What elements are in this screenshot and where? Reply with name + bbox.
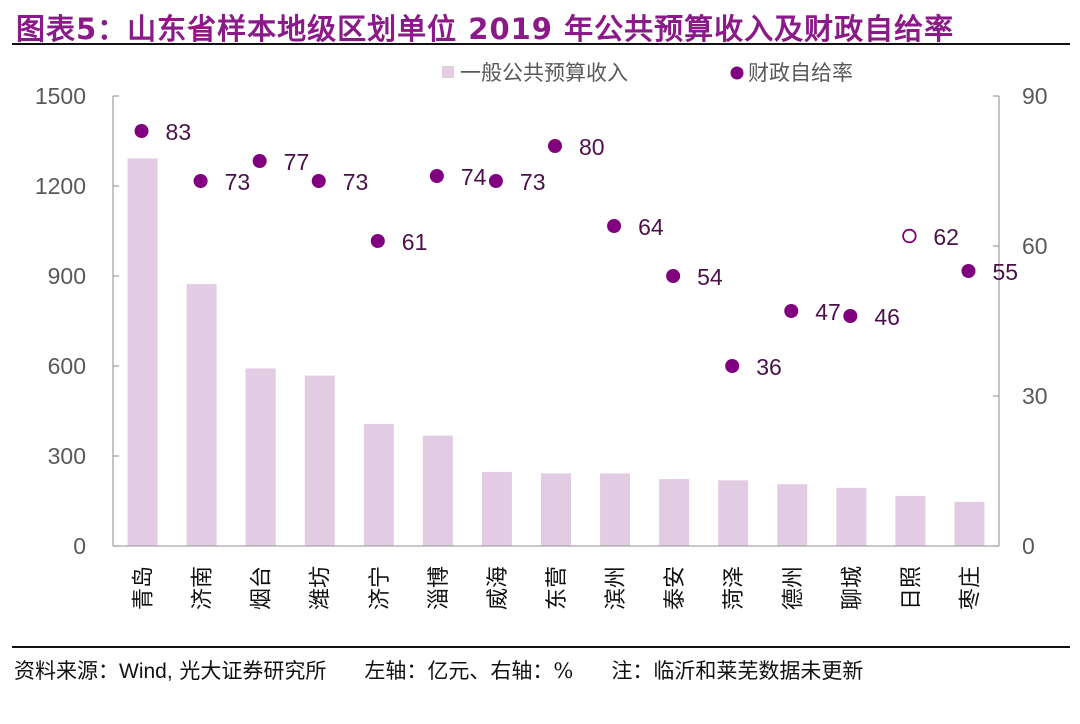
dot-label-烟台: 77 — [284, 149, 310, 175]
bar-聊城 — [836, 487, 867, 546]
dot-菏泽 — [725, 359, 740, 373]
bar-淄博 — [422, 435, 453, 546]
dot-潍坊 — [311, 174, 326, 188]
dot-label-聊城: 46 — [874, 304, 900, 330]
right-tick-label: 60 — [1022, 233, 1048, 259]
dot-label-泰安: 54 — [697, 264, 723, 290]
bar-滨州 — [600, 473, 631, 546]
right-tick-label: 0 — [1022, 533, 1035, 559]
dot-label-青岛: 83 — [166, 119, 192, 145]
data-note: 注：临沂和莱芜数据未更新 — [611, 659, 864, 683]
legend: 一般公共预算收入 财政自给率 — [442, 61, 853, 85]
dot-济南 — [193, 174, 208, 188]
left-tick-label: 900 — [48, 263, 86, 289]
dot-青岛 — [134, 124, 149, 138]
category-label: 聊城 — [840, 566, 865, 610]
source-label: 资料来源： — [14, 659, 119, 683]
dot-日照 — [902, 228, 917, 244]
footer-note: 资料来源：Wind, 光大证券研究所 左轴：亿元、右轴：% 注：临沂和莱芜数据未更新 — [14, 652, 1074, 691]
bar-枣庄 — [954, 501, 985, 546]
bar-潍坊 — [304, 375, 335, 546]
category-label: 德州 — [781, 566, 806, 610]
source-wind: Wind, — [119, 660, 173, 683]
bar-济南 — [186, 284, 217, 546]
category-label: 枣庄 — [958, 566, 983, 610]
dot-枣庄 — [961, 264, 976, 278]
bar-烟台 — [245, 368, 276, 546]
category-label: 威海 — [486, 566, 511, 610]
bar-青岛 — [127, 158, 158, 546]
category-label: 青岛 — [132, 566, 157, 610]
category-label: 淄博 — [427, 566, 452, 610]
dot-东营 — [548, 139, 562, 153]
category-labels: 青岛 济南 烟台 潍坊 济宁 淄博 威海 东营 滨州 泰安 菏泽 德州 聊城 日照 枣庄 — [132, 566, 984, 610]
dot-label-淄博: 74 — [461, 164, 487, 190]
left-tick-label: 300 — [48, 443, 86, 469]
category-label: 东营 — [545, 566, 570, 610]
category-label: 烟台 — [250, 566, 275, 610]
title-rule — [12, 43, 1070, 45]
category-label: 日照 — [899, 566, 924, 610]
dot-滨州 — [607, 219, 622, 233]
bar-日照 — [895, 495, 926, 546]
legend-swatch-dot — [730, 66, 744, 80]
chart-svg: 0 300 600 900 1200 1500 0 30 60 90 83 73 77 73 61 74 73… — [35, 61, 1048, 610]
scatter-series: 83 73 77 73 61 74 73 80 64 54 36 47 46 62 55 — [134, 119, 1018, 380]
bar-济宁 — [363, 423, 394, 546]
dot-label-菏泽: 36 — [756, 354, 782, 380]
category-label: 济南 — [191, 566, 216, 610]
dot-济宁 — [370, 234, 385, 248]
source-org: 光大证券研究所 — [172, 659, 327, 683]
axes: 0 300 600 900 1200 1500 0 30 60 90 — [35, 83, 1048, 559]
dot-label-威海: 73 — [520, 169, 546, 195]
bar-威海 — [481, 471, 512, 546]
left-tick-label: 0 — [73, 533, 86, 559]
dot-label-济宁: 61 — [402, 229, 428, 255]
category-label: 济宁 — [368, 566, 393, 610]
dot-label-东营: 80 — [579, 134, 605, 160]
dot-泰安 — [666, 269, 681, 283]
dot-label-枣庄: 55 — [992, 259, 1018, 285]
bar-泰安 — [659, 479, 690, 546]
dot-淄博 — [429, 169, 444, 183]
category-label: 泰安 — [663, 566, 688, 610]
left-tick-label: 600 — [48, 353, 86, 379]
left-tick-label: 1200 — [35, 173, 86, 199]
dot-德州 — [784, 304, 799, 318]
axis-unit-note: 左轴：亿元、右轴：% — [364, 659, 574, 683]
dot-label-日照: 62 — [933, 224, 959, 250]
bar-series — [127, 158, 985, 546]
chart-title: 图表5：山东省样本地级区划单位 2019 年公共预算收入及财政自给率 — [16, 12, 955, 46]
legend-label-bar: 一般公共预算收入 — [460, 61, 628, 85]
bar-菏泽 — [718, 480, 749, 546]
category-label: 潍坊 — [309, 566, 334, 610]
bar-东营 — [541, 473, 571, 546]
footer-rule — [12, 646, 1070, 648]
legend-label-dot: 财政自给率 — [748, 61, 853, 85]
dot-烟台 — [252, 154, 267, 168]
dot-label-滨州: 64 — [638, 214, 664, 240]
category-label: 滨州 — [604, 566, 629, 610]
dot-聊城 — [843, 309, 858, 323]
dot-label-潍坊: 73 — [343, 169, 369, 195]
category-label: 菏泽 — [722, 566, 747, 610]
dot-label-济南: 73 — [225, 169, 251, 195]
legend-swatch-bar — [442, 66, 454, 78]
right-tick-label: 30 — [1022, 383, 1048, 409]
dot-label-德州: 47 — [815, 299, 841, 325]
bar-德州 — [777, 484, 808, 546]
dot-威海 — [488, 174, 503, 188]
right-tick-label: 90 — [1022, 83, 1048, 109]
left-tick-label: 1500 — [35, 83, 86, 109]
